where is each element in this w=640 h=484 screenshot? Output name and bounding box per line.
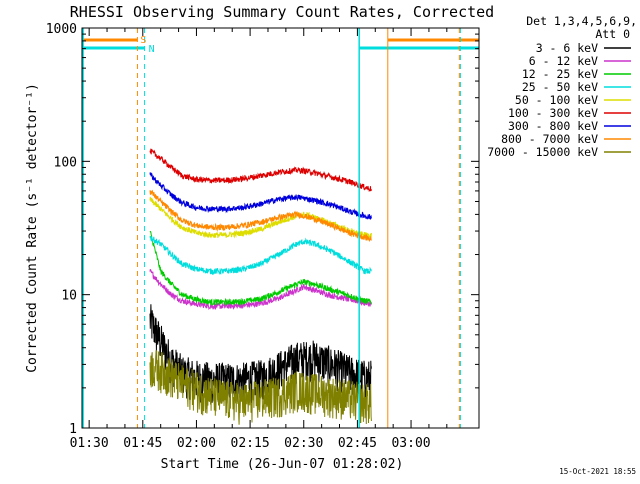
x-axis-label: Start Time (26-Jun-07 01:28:02) — [161, 457, 404, 472]
flag-layer: SN — [82, 28, 479, 428]
series-line-7 — [149, 172, 372, 220]
legend-label-9: 7000 - 15000 keV — [487, 145, 598, 159]
series-line-4 — [149, 235, 372, 276]
legend-label-5: 50 - 100 keV — [515, 93, 598, 107]
x-tick-label-5: 02:45 — [338, 436, 377, 451]
x-tick-label-0: 01:30 — [70, 436, 109, 451]
flag-n-label: N — [149, 44, 155, 55]
series-line-6 — [149, 148, 372, 192]
legend-label-2: 6 - 12 keV — [529, 54, 598, 68]
y-tick-label-1: 10 — [61, 289, 77, 304]
legend-label-8: 800 - 7000 keV — [501, 132, 598, 146]
series-line-5 — [149, 196, 372, 240]
legend-label-7: 300 - 800 keV — [508, 119, 598, 133]
x-tick-label-6: 03:00 — [391, 436, 430, 451]
x-tick-label-3: 02:15 — [231, 436, 270, 451]
legend-header-line-2: Att 0 — [595, 27, 630, 41]
legend-header-line-1: Det 1,3,4,5,6,9, — [526, 14, 637, 28]
y-tick-label-3: 1000 — [46, 22, 77, 37]
flag-s-label: S — [140, 35, 146, 46]
series-line-3 — [149, 230, 372, 307]
legend-label-3: 12 - 25 keV — [522, 67, 598, 81]
plot-frame — [81, 27, 480, 429]
x-tick-label-1: 01:45 — [123, 436, 162, 451]
y-axis-label: Corrected Count Rate (s⁻¹ detector⁻¹) — [25, 83, 40, 373]
series-line-2 — [149, 269, 372, 311]
x-tick-label-4: 02:30 — [284, 436, 323, 451]
legend-label-1: 3 - 6 keV — [536, 41, 598, 55]
y-tick-label-0: 1 — [69, 422, 77, 437]
series-layer — [149, 148, 372, 425]
legend-label-6: 100 - 300 keV — [508, 106, 598, 120]
x-tick-label-2: 02:00 — [177, 436, 216, 451]
legend-label-4: 25 - 50 keV — [522, 80, 598, 94]
axis-layer: 01:30 01:45 02:00 02:15 02:30 02:45 03:00 1 10 10… — [46, 22, 479, 451]
y-tick-label-2: 100 — [54, 155, 77, 170]
chart-title: RHESSI Observing Summary Count Rates, Co… — [70, 3, 494, 21]
series-line-9 — [149, 350, 372, 425]
timestamp: 15-Oct-2021 18:55 — [559, 467, 636, 476]
series-line-8 — [149, 189, 372, 243]
